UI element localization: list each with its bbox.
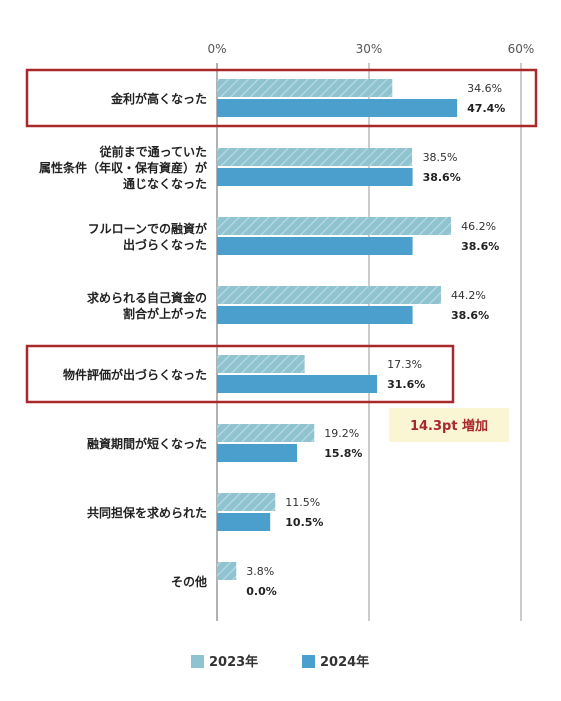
value-label-2023: 44.2% [451,289,486,302]
category-label: 出づらくなった [123,237,207,252]
value-label-2023: 19.2% [324,427,359,440]
x-tick-label: 0% [207,42,226,56]
value-label-2023: 34.6% [467,82,502,95]
value-label-2024: 31.6% [387,378,425,391]
category-label: その他 [171,574,207,589]
value-label-2023: 46.2% [461,220,496,233]
category-label: 物件評価が出づらくなった [63,367,207,382]
highlight-box-0 [25,68,538,128]
category-label: 共同担保を求められた [87,505,207,520]
bar-2023-1 [217,148,413,166]
bar-2024-6 [217,513,271,531]
highlight-box-4 [25,344,455,404]
value-label-2024: 10.5% [285,516,323,529]
category-label: 従前まで通っていた [99,144,207,159]
value-label-2023: 17.3% [387,358,422,371]
legend-2024-swatch [302,655,315,668]
bar-2023-3 [217,286,441,304]
category-label: 求められる自己資金の [87,290,207,305]
bar-2024-2 [217,237,413,255]
bar-2023-5 [217,424,315,442]
bar-2024-5 [217,444,298,462]
callout-text: 14.3pt 増加 [410,418,488,434]
x-tick-label: 30% [356,42,383,56]
bar-2023-2 [217,217,452,235]
legend-2024-label: 2024年 [320,654,369,670]
category-label: 属性条件（年収・保有資産）が [39,160,207,175]
value-label-2024: 38.6% [423,171,461,184]
category-label: 金利が高くなった [110,91,207,106]
value-label-2024: 38.6% [461,240,499,253]
bar-2023-0 [217,79,393,97]
value-label-2023: 38.5% [423,151,458,164]
category-label: 通じなくなった [123,176,207,191]
bar-2023-4 [217,355,305,373]
bar-2024-4 [217,375,378,393]
category-label: フルローンでの融資が [88,221,207,236]
value-label-2024: 15.8% [324,447,362,460]
callout-box [389,408,509,442]
value-label-2024: 38.6% [451,309,489,322]
value-label-2023: 11.5% [285,496,320,509]
bar-2023-6 [217,493,276,511]
bar-2024-0 [217,99,458,117]
bar-2024-1 [217,168,413,186]
value-label-2023: 3.8% [246,565,274,578]
value-label-2024: 0.0% [246,585,277,598]
bar-2024-3 [217,306,413,324]
bar-2023-7 [217,562,237,580]
x-tick-label: 60% [508,42,535,56]
category-label: 融資期間が短くなった [87,436,207,451]
legend-2023-label: 2023年 [209,654,258,670]
value-label-2024: 47.4% [467,102,505,115]
category-label: 割合が上がった [123,306,207,321]
legend-2023-swatch [191,655,204,668]
